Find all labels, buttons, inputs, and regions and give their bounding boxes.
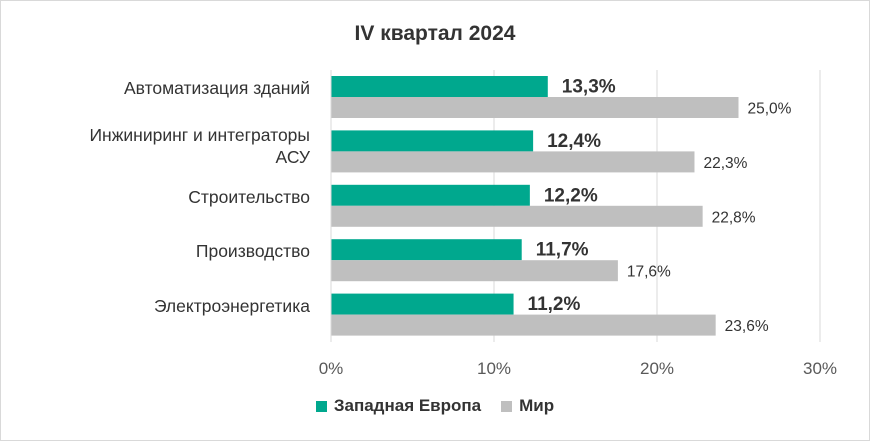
legend-label-world: Мир [519,396,555,415]
bar-western-europe [331,293,514,315]
bar-world [331,151,695,173]
legend: Западная Европа Мир [0,396,870,416]
bar-western-europe [331,239,522,261]
legend-label-western-europe: Западная Европа [333,396,482,415]
bar-world [331,260,618,282]
data-label-world: 17,6% [627,264,671,281]
data-label-world: 22,8% [712,209,756,226]
bar-world [331,314,716,336]
category-label: Автоматизация зданий [124,77,310,99]
data-label-western-europe: 13,3% [562,77,616,98]
legend-item-western-europe: Западная Европа [315,396,482,416]
bar-western-europe [331,130,534,152]
category-label-line: АСУ [275,147,310,168]
category-label: Производство [196,240,310,262]
chart-title: IV квартал 2024 [354,22,516,45]
category-label-line: Строительство [188,186,310,207]
bar-world [331,97,739,118]
x-tick-label: 0% [319,359,344,378]
legend-swatch-western-europe [315,400,327,412]
category-label: Строительство [188,186,310,208]
legend-swatch-world [501,400,513,412]
bar-western-europe [331,184,530,206]
data-label-western-europe: 12,2% [544,185,598,206]
x-tick-label: 30% [803,359,837,378]
bar-western-europe [331,76,548,97]
bar-world [331,205,703,227]
category-label-line: Электроэнергетика [153,295,310,316]
category-label: Инжиниринг и интеграторы АСУ [89,124,310,168]
data-label-world: 22,3% [703,155,747,172]
data-label-western-europe: 11,7% [536,240,589,261]
legend-item-world: Мир [501,396,554,416]
category-label-line: Инжиниринг и интеграторы [89,125,310,146]
data-label-world: 23,6% [725,318,769,335]
x-tick-label: 20% [640,359,674,378]
category-label-line: Производство [195,241,310,262]
x-tick-label: 10% [477,359,511,378]
category-label-line: Автоматизация зданий [124,78,310,98]
data-label-western-europe: 12,4% [547,131,601,152]
category-label: Электроэнергетика [154,295,310,317]
data-label-western-europe: 11,2% [528,294,581,315]
data-label-world: 25,0% [748,101,792,118]
